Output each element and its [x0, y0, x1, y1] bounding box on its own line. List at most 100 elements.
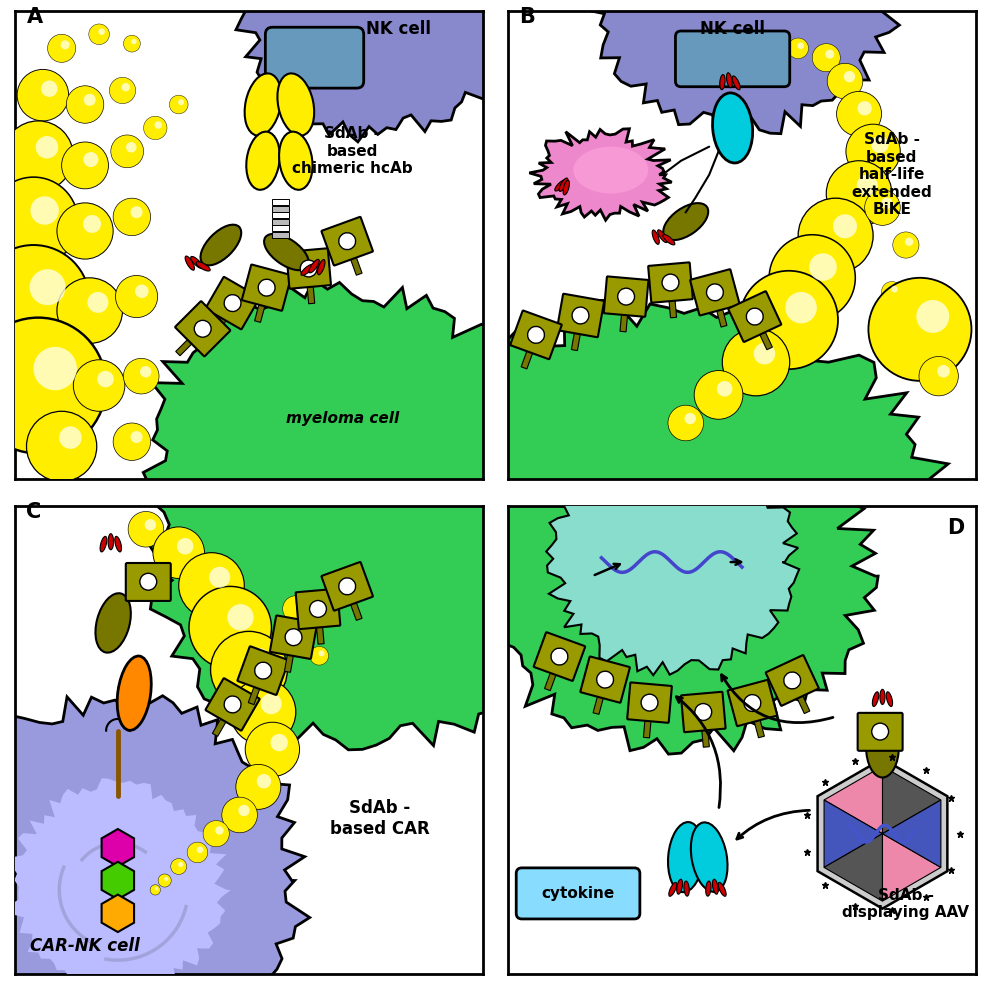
Polygon shape [102, 895, 134, 932]
Polygon shape [824, 834, 882, 901]
Ellipse shape [676, 879, 682, 894]
Circle shape [572, 307, 589, 324]
Circle shape [211, 632, 287, 708]
Ellipse shape [873, 692, 879, 707]
Circle shape [128, 512, 164, 547]
Circle shape [110, 135, 144, 167]
Polygon shape [145, 346, 599, 749]
Circle shape [723, 329, 790, 396]
Ellipse shape [706, 881, 711, 896]
Circle shape [115, 275, 158, 318]
Circle shape [246, 723, 300, 776]
Circle shape [165, 877, 169, 881]
Circle shape [144, 116, 167, 140]
Circle shape [178, 552, 245, 618]
Text: B: B [520, 7, 535, 27]
Circle shape [846, 124, 900, 178]
Ellipse shape [713, 93, 752, 163]
Circle shape [641, 694, 658, 711]
Circle shape [153, 527, 204, 578]
Text: cytokine: cytokine [541, 886, 614, 901]
Circle shape [224, 295, 241, 312]
Ellipse shape [246, 132, 280, 190]
Ellipse shape [559, 178, 568, 191]
Polygon shape [471, 401, 879, 754]
FancyBboxPatch shape [176, 301, 230, 356]
FancyBboxPatch shape [690, 269, 740, 316]
Ellipse shape [245, 73, 281, 136]
Ellipse shape [727, 73, 733, 88]
Ellipse shape [658, 230, 668, 243]
Circle shape [865, 190, 900, 226]
Circle shape [197, 846, 203, 853]
FancyBboxPatch shape [729, 291, 781, 342]
Bar [248, 683, 261, 705]
Circle shape [0, 318, 106, 453]
Circle shape [857, 175, 878, 196]
FancyBboxPatch shape [681, 692, 726, 733]
Circle shape [59, 427, 82, 448]
Polygon shape [0, 696, 310, 990]
Circle shape [0, 177, 78, 266]
FancyBboxPatch shape [270, 616, 317, 659]
Circle shape [684, 413, 696, 425]
Circle shape [140, 573, 157, 590]
Circle shape [597, 671, 613, 688]
Circle shape [158, 874, 172, 887]
Bar [272, 219, 289, 225]
Circle shape [150, 885, 161, 895]
FancyBboxPatch shape [296, 589, 340, 629]
Circle shape [61, 142, 108, 189]
Text: NK cell: NK cell [366, 20, 431, 39]
FancyBboxPatch shape [286, 248, 331, 289]
Circle shape [178, 862, 183, 867]
Bar [544, 668, 557, 691]
Ellipse shape [669, 882, 676, 896]
Circle shape [123, 358, 159, 394]
Text: SdAb -
based
half-life
extended
BiKE: SdAb - based half-life extended BiKE [852, 133, 932, 217]
Circle shape [707, 284, 724, 301]
Circle shape [61, 41, 70, 50]
Circle shape [339, 233, 356, 249]
Circle shape [528, 327, 544, 344]
Circle shape [34, 346, 77, 390]
Ellipse shape [733, 76, 740, 90]
Circle shape [788, 38, 809, 58]
Ellipse shape [196, 261, 210, 271]
Circle shape [938, 365, 950, 377]
Circle shape [695, 704, 712, 721]
FancyBboxPatch shape [728, 680, 777, 726]
Circle shape [140, 366, 152, 377]
Bar [272, 212, 289, 219]
Circle shape [57, 203, 113, 259]
Bar [284, 650, 294, 672]
Ellipse shape [96, 593, 131, 652]
Ellipse shape [684, 881, 689, 896]
Circle shape [88, 292, 108, 313]
Bar [620, 310, 628, 332]
Circle shape [98, 371, 113, 387]
Circle shape [662, 274, 679, 291]
Circle shape [825, 50, 834, 58]
Circle shape [31, 196, 59, 225]
Circle shape [551, 648, 568, 665]
Ellipse shape [664, 203, 708, 241]
Ellipse shape [200, 225, 242, 265]
Polygon shape [824, 800, 882, 867]
Circle shape [170, 95, 188, 114]
Circle shape [123, 36, 140, 52]
Circle shape [827, 63, 863, 99]
Circle shape [833, 214, 857, 239]
Circle shape [89, 24, 109, 45]
Ellipse shape [574, 147, 649, 193]
Circle shape [744, 695, 761, 712]
Ellipse shape [277, 73, 315, 136]
Circle shape [215, 827, 224, 835]
Ellipse shape [668, 822, 704, 892]
Ellipse shape [301, 264, 314, 275]
Polygon shape [824, 766, 882, 834]
Circle shape [0, 245, 90, 357]
FancyBboxPatch shape [675, 31, 790, 87]
Ellipse shape [190, 256, 203, 268]
Text: SdAb -
based CAR: SdAb - based CAR [330, 799, 430, 838]
